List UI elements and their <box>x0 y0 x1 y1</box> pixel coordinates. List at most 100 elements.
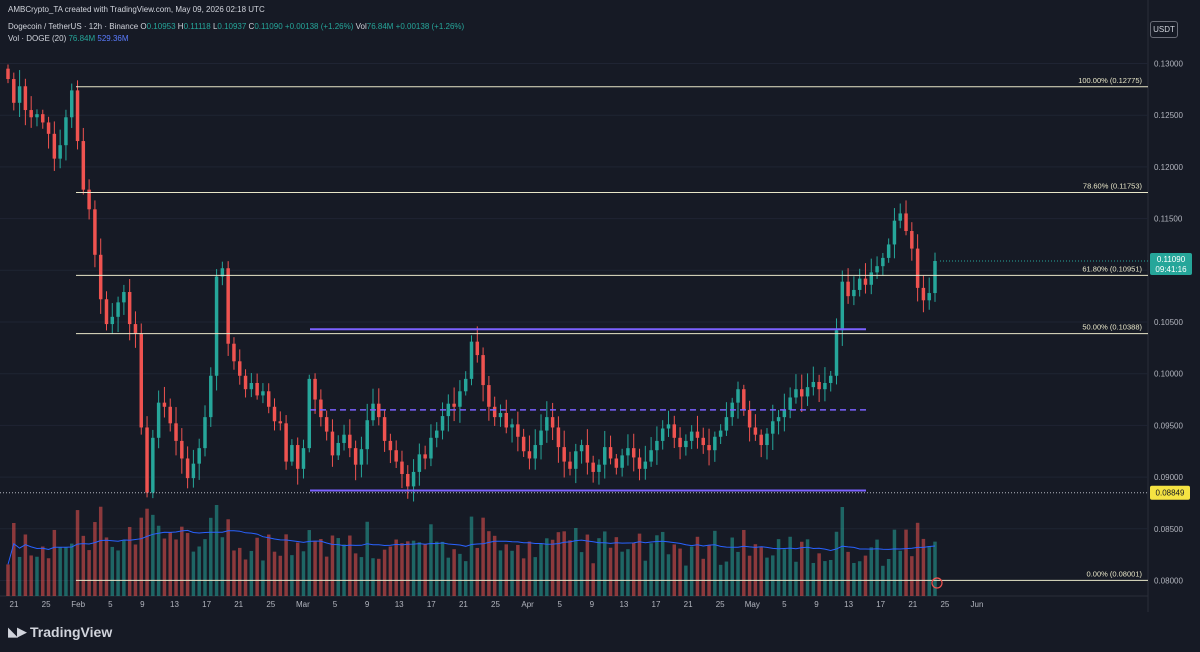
volume-bar <box>388 546 393 596</box>
x-tick-label: Apr <box>521 600 534 609</box>
candle-body <box>626 448 630 456</box>
volume-bar <box>805 539 810 596</box>
candle-body <box>458 391 462 407</box>
candle-body <box>886 244 891 258</box>
candle-body <box>104 299 109 325</box>
candle-body <box>678 437 682 448</box>
y-tick-label: 0.08500 <box>1154 525 1183 534</box>
volume-bar <box>290 555 294 596</box>
candle-body <box>852 289 856 297</box>
candle-body <box>574 451 578 469</box>
volume-bar <box>301 551 306 596</box>
volume-bar <box>921 538 926 596</box>
volume-bar <box>440 541 445 596</box>
volume-bar <box>475 547 480 596</box>
candle-body <box>238 361 242 376</box>
volume-bar <box>127 526 132 596</box>
volume-bar <box>272 551 277 596</box>
candle-body <box>6 68 10 80</box>
tradingview-logo[interactable]: ◣▶ TradingView <box>8 624 112 640</box>
x-tick-label: 25 <box>940 600 949 609</box>
candle-body <box>266 391 271 407</box>
volume-bar <box>423 543 427 596</box>
fib-level-label: 50.00% (0.10388) <box>1082 323 1142 332</box>
fib-level-label: 0.00% (0.08001) <box>1087 569 1143 578</box>
volume-bar <box>498 550 503 596</box>
candle-body <box>139 333 143 428</box>
ohlc-close: 0.11090 <box>254 22 283 31</box>
candle-body <box>915 248 920 288</box>
candle-body <box>800 389 804 397</box>
candle-body <box>921 287 926 301</box>
volume-bar <box>377 558 381 596</box>
candle-body <box>498 412 503 418</box>
candle-body <box>933 260 937 294</box>
candle-body <box>87 189 91 210</box>
volume-bar <box>782 549 787 596</box>
symbol-label[interactable]: Dogecoin / TetherUS · 12h · Binance <box>8 22 139 31</box>
volume-bar <box>753 544 758 596</box>
ohlc-h-label: H <box>177 22 184 31</box>
candle-body <box>875 266 879 273</box>
volume-bar <box>678 548 682 596</box>
candle-body <box>46 122 51 134</box>
volume-bar <box>608 547 613 596</box>
x-tick-label: 25 <box>491 600 500 609</box>
volume-bar <box>197 546 201 596</box>
volume-bar <box>904 529 908 596</box>
marked-price-tag <box>1150 485 1190 500</box>
x-tick-label: 13 <box>619 600 628 609</box>
candle-body <box>521 436 526 452</box>
volume-bar <box>788 536 792 596</box>
volume-bar <box>446 557 451 596</box>
candle-body <box>324 417 329 432</box>
volume-bar <box>17 556 22 596</box>
candle-body <box>753 427 758 435</box>
volume-bar <box>295 542 300 596</box>
tradingview-logo-icon: ◣▶ <box>8 624 27 640</box>
x-tick-label: 5 <box>108 600 113 609</box>
volume-bar <box>69 543 74 596</box>
volume-bar <box>556 532 561 596</box>
candle-body <box>330 431 335 456</box>
candle-body <box>742 389 746 410</box>
volume-bar <box>168 532 172 596</box>
volume-bar <box>527 541 532 596</box>
candle-body <box>898 213 902 221</box>
candle-body <box>301 448 306 469</box>
volume-bar <box>353 553 358 596</box>
x-tick-label: 21 <box>684 600 693 609</box>
volume-bar <box>365 521 369 596</box>
candle-body <box>776 417 781 422</box>
candle-body <box>162 402 167 407</box>
y-tick-label: 0.12000 <box>1154 163 1183 172</box>
volume-bar <box>915 522 920 596</box>
candle-body <box>295 445 300 469</box>
volume-bar <box>539 543 543 596</box>
candle-body <box>724 417 729 431</box>
fib-level-label: 78.60% (0.11753) <box>1083 181 1143 190</box>
volume-bar <box>730 537 734 596</box>
volume-bar <box>58 547 62 596</box>
candle-body <box>736 389 740 403</box>
candle-body <box>353 448 358 465</box>
currency-button[interactable]: USDT <box>1150 21 1178 38</box>
candle-body <box>759 434 763 446</box>
volume-bar <box>869 547 874 596</box>
volume-indicator-label[interactable]: Vol · DOGE (20) <box>8 34 67 43</box>
candle-body <box>440 416 445 431</box>
volume-bar <box>174 539 178 596</box>
volume-bar <box>238 547 242 596</box>
candle-body <box>562 447 566 462</box>
event-marker-icon <box>931 577 943 589</box>
candle-body <box>29 110 33 118</box>
x-tick-label: 21 <box>908 600 917 609</box>
volume-bar <box>695 536 700 596</box>
tradingview-logo-text: TradingView <box>30 624 113 640</box>
candle-body <box>145 427 149 493</box>
candle-body <box>319 399 323 418</box>
volume-value: 76.84M <box>68 34 96 43</box>
last-price-label: 0.11090 <box>1157 255 1186 264</box>
volume-bar <box>863 555 868 596</box>
